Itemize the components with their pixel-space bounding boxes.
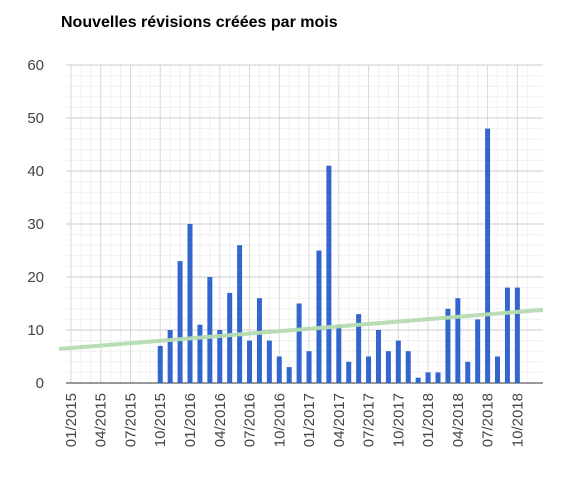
bar xyxy=(197,324,203,383)
bar xyxy=(385,351,391,383)
x-tick-label: 01/2015 xyxy=(63,393,80,447)
bar xyxy=(207,277,213,383)
y-tick-label: 10 xyxy=(27,322,44,339)
x-tick-label: 10/2016 xyxy=(271,393,288,447)
bar xyxy=(177,261,183,383)
chart-title: Nouvelles révisions créées par mois xyxy=(61,14,338,31)
x-tick-label: 04/2015 xyxy=(93,393,110,447)
bar xyxy=(415,377,421,383)
y-tick-label: 60 xyxy=(27,57,44,74)
trendline xyxy=(58,307,544,351)
x-tick-label: 07/2015 xyxy=(122,393,139,447)
bar xyxy=(157,345,163,383)
x-tick-label: 01/2016 xyxy=(182,393,199,447)
bar xyxy=(465,361,471,383)
bar xyxy=(346,361,352,383)
x-tick-label: 10/2018 xyxy=(509,393,526,447)
y-tick-label: 20 xyxy=(27,269,44,286)
bar xyxy=(514,287,520,383)
y-tick-label: 50 xyxy=(27,110,44,127)
bar xyxy=(435,372,441,383)
y-tick-label: 40 xyxy=(27,163,44,180)
x-tick-label: 01/2018 xyxy=(420,393,437,447)
bar xyxy=(455,298,461,383)
bar xyxy=(445,308,451,383)
bar xyxy=(495,356,501,383)
bar xyxy=(366,356,372,383)
bar xyxy=(326,165,332,383)
bar xyxy=(296,303,302,383)
bar xyxy=(167,330,173,383)
bar xyxy=(247,340,253,383)
bar xyxy=(356,314,362,383)
x-tick-label: 04/2016 xyxy=(212,393,229,447)
x-tick-label: 10/2017 xyxy=(390,393,407,447)
x-tick-label: 10/2015 xyxy=(152,393,169,447)
bar xyxy=(266,340,272,383)
bar xyxy=(276,356,282,383)
x-tick-label: 04/2018 xyxy=(450,393,467,447)
bar xyxy=(286,367,292,383)
bar xyxy=(306,351,312,383)
x-tick-label: 07/2017 xyxy=(361,393,378,447)
bar xyxy=(425,372,431,383)
y-tick-label: 0 xyxy=(36,375,44,392)
bar xyxy=(187,224,193,383)
bar xyxy=(395,340,401,383)
x-tick-label: 01/2017 xyxy=(301,393,318,447)
bar xyxy=(217,330,223,383)
bar xyxy=(237,245,243,383)
x-tick-label: 07/2018 xyxy=(480,393,497,447)
bar xyxy=(227,292,233,383)
bar xyxy=(336,324,342,383)
bar xyxy=(504,287,510,383)
bar xyxy=(475,319,481,383)
bar xyxy=(485,128,491,383)
x-tick-label: 07/2016 xyxy=(242,393,259,447)
x-tick-label: 04/2017 xyxy=(331,393,348,447)
y-tick-label: 30 xyxy=(27,216,44,233)
bar xyxy=(256,298,262,383)
bar xyxy=(375,330,381,383)
bar xyxy=(405,351,411,383)
bar xyxy=(316,250,322,383)
